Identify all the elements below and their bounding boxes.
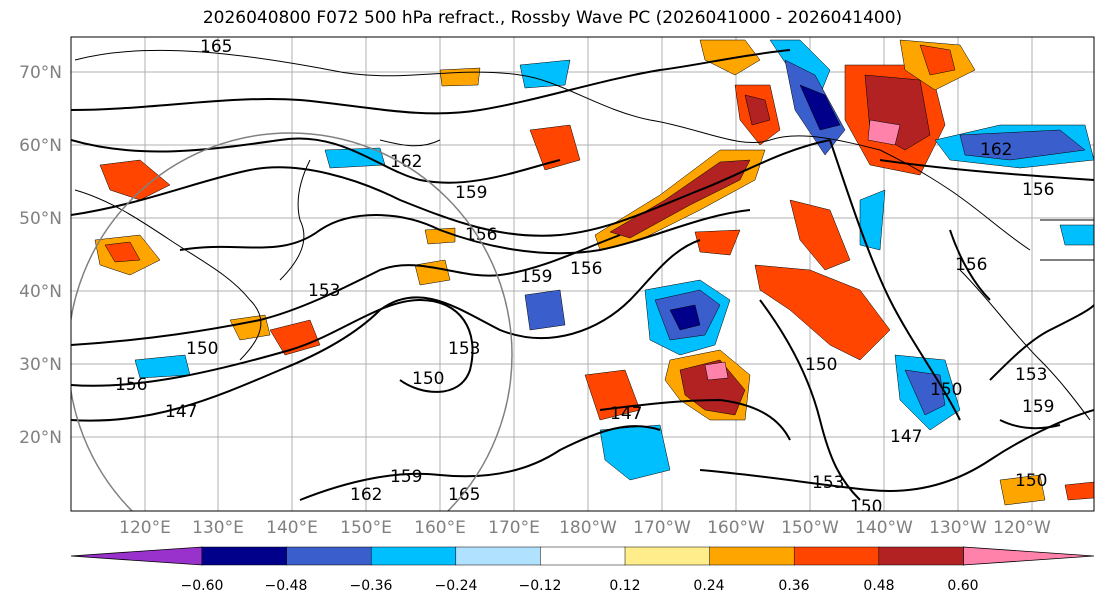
colorbar-segment	[709, 546, 795, 566]
colorbar-tick: 0.60	[947, 578, 978, 594]
lon-label: 170°W	[633, 518, 691, 538]
lon-label: 160°E	[414, 518, 466, 538]
lon-label: 130°W	[929, 518, 987, 538]
lon-label: 120°W	[993, 518, 1051, 538]
contour-label: 147	[610, 404, 642, 424]
lon-label: 160°W	[707, 518, 765, 538]
coastlines	[74, 49, 1094, 421]
contour-label: 150	[805, 355, 837, 375]
graticule	[71, 37, 1094, 511]
contour-label: 156	[1022, 180, 1054, 200]
contour-label: 147	[890, 427, 922, 447]
region-circle	[71, 132, 513, 511]
contour-label: 159	[390, 467, 422, 487]
colorbar-tick: 0.12	[609, 578, 640, 594]
lon-label: 140°E	[266, 518, 318, 538]
contour-label: 150	[186, 339, 218, 359]
contour-label: 156	[955, 255, 987, 275]
colorbar	[70, 546, 1095, 566]
colorbar-segment	[370, 546, 457, 566]
colorbar-tick: 0.24	[693, 578, 724, 594]
contour-label: 159	[1022, 397, 1054, 417]
colorbar-segment	[70, 546, 203, 566]
lat-label: 60°N	[19, 136, 62, 156]
contour-label: 153	[812, 473, 844, 493]
colorbar-tick: −0.60	[181, 578, 224, 594]
lon-label: 150°E	[340, 518, 392, 538]
contour-label: 162	[350, 485, 382, 505]
lat-label: 40°N	[19, 282, 62, 302]
lon-label: 140°W	[855, 518, 913, 538]
colorbar-segment	[455, 546, 542, 566]
contour-label: 147	[165, 402, 197, 422]
map-title: 2026040800 F072 500 hPa refract., Rossby…	[202, 8, 903, 28]
lon-label: 120°E	[119, 518, 171, 538]
contour-label: 150	[412, 369, 444, 389]
lat-label: 70°N	[19, 63, 62, 83]
colorbar-tick: −0.24	[435, 578, 478, 594]
refractivity-contours	[71, 49, 1094, 501]
longitude-labels: 120°E 130°E 140°E 150°E 160°E 170°E 180°…	[119, 518, 1051, 538]
latitude-labels: 70°N 60°N 50°N 40°N 30°N 20°N	[19, 63, 62, 448]
colorbar-segment	[624, 546, 711, 566]
colorbar-segment	[878, 546, 965, 566]
colorbar-segment	[201, 546, 288, 566]
lon-label: 130°E	[192, 518, 244, 538]
colorbar-tick: −0.48	[265, 578, 308, 594]
lat-label: 50°N	[19, 209, 62, 229]
contour-label: 150	[1015, 471, 1047, 491]
lon-label: 180°W	[559, 518, 617, 538]
colorbar-segment	[963, 546, 1095, 566]
contour-label: 162	[390, 152, 422, 172]
colorbar-tick-labels: −0.60 −0.48 −0.36 −0.24 −0.12 0.12 0.24 …	[181, 578, 979, 594]
contour-label: 159	[520, 267, 552, 287]
colorbar-tick: −0.12	[519, 578, 562, 594]
contour-label: 150	[930, 380, 962, 400]
contour-label: 159	[455, 183, 487, 203]
contour-label: 162	[980, 140, 1012, 160]
lat-label: 20°N	[19, 428, 62, 448]
contour-label: 153	[1015, 365, 1047, 385]
contour-label: 153	[308, 281, 340, 301]
lat-label: 30°N	[19, 355, 62, 375]
lon-label: 170°E	[488, 518, 540, 538]
map-frame	[70, 36, 1095, 512]
colorbar-segment	[286, 546, 372, 566]
lon-label: 150°W	[781, 518, 839, 538]
colorbar-segment	[540, 546, 626, 566]
contour-labels: 165 162 159 156 153 150 147 159 156 153 …	[115, 37, 1054, 517]
colorbar-segment	[793, 546, 880, 566]
colorbar-tick: 0.48	[863, 578, 894, 594]
contour-label: 156	[115, 375, 147, 395]
rossby-wave-shading	[94, 39, 1094, 506]
contour-label: 150	[850, 497, 882, 517]
contour-label: 156	[570, 259, 602, 279]
colorbar-tick: 0.36	[778, 578, 809, 594]
contour-label: 153	[448, 339, 480, 359]
colorbar-tick: −0.36	[350, 578, 393, 594]
contour-label: 165	[200, 37, 232, 57]
contour-label: 165	[448, 485, 480, 505]
